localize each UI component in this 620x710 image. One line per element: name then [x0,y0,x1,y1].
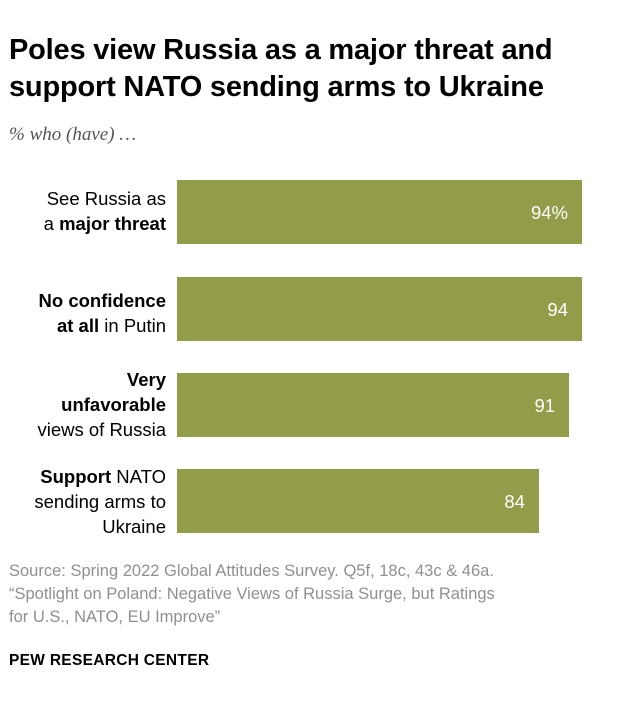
category-label-plain-text: NATO [111,466,166,487]
bar-support-nato-arms [177,469,539,533]
chart-title: Poles view Russia as a major threat and … [9,32,614,106]
category-label-line: Ukraine [102,516,166,537]
category-label-bold-text: Very [126,369,166,390]
category-label-bold-text: major threat [59,213,166,234]
category-label-line: Support NATO [0,464,166,489]
category-label-line: sending arms to [34,491,166,512]
category-label-bold-text: at all [56,315,100,336]
source-note: Source: Spring 2022 Global Attitudes Sur… [9,560,609,629]
category-label-line: Very [0,367,166,392]
category-label-plain-text: a [43,213,60,234]
bar-russia-threat [177,180,582,244]
category-label-plain-text: in Putin [99,315,166,336]
value-label-no-confidence-putin: 94 [547,299,568,320]
category-label-bold-text: Support [40,466,112,487]
category-label-support-nato-arms: Support NATO sending arms to Ukraine [0,464,166,539]
category-label-bold-text: No confidence [38,290,166,311]
value-label-support-nato-arms: 84 [504,491,525,512]
category-label-line: at all in Putin [0,313,166,338]
category-label-unfavorable-russia: Very unfavorable views of Russia [0,367,166,442]
bar-no-confidence-putin [177,277,582,341]
value-label-russia-threat: 94% [530,202,568,223]
category-label-line: No confidence [0,288,166,313]
category-label-russia-threat: See Russia as a major threat [0,186,166,236]
source-line: for U.S., NATO, EU Improve” [9,608,221,626]
source-line: Source: Spring 2022 Global Attitudes Sur… [9,562,494,580]
category-label-line: a major threat [0,211,166,236]
chart-title-line-1: Poles view Russia as a major threat and [9,34,553,66]
chart-subtitle: % who (have) … [9,124,137,145]
chart-title-line-2: support NATO sending arms to Ukraine [9,71,544,103]
category-label-no-confidence-putin: No confidence at all in Putin [0,288,166,338]
category-label-bold-text: unfavorable [61,394,166,415]
value-label-unfavorable-russia: 91 [534,395,556,416]
source-line: “Spotlight on Poland: Negative Views of … [9,585,495,603]
category-label-line: views of Russia [37,419,166,440]
bar-unfavorable-russia [177,373,570,437]
category-label-line: unfavorable [0,392,166,417]
organization-credit: PEW RESEARCH CENTER [9,652,210,669]
category-label-line: See Russia as [46,188,166,209]
